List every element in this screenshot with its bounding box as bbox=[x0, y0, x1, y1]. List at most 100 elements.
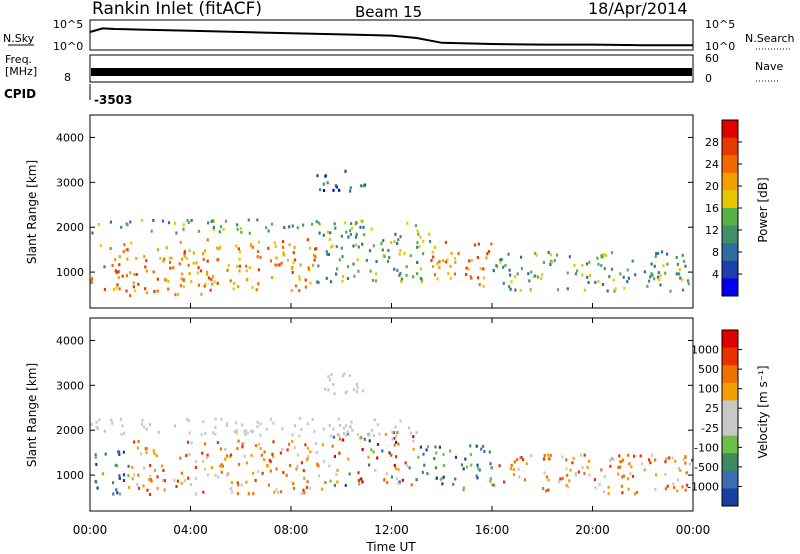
scatter-cell bbox=[465, 465, 469, 469]
scatter-cell bbox=[365, 258, 368, 262]
scatter-cell bbox=[512, 468, 515, 472]
scatter-cell bbox=[179, 284, 182, 288]
scatter-cell bbox=[201, 460, 205, 463]
scatter-cell bbox=[321, 443, 324, 447]
scatter-cell bbox=[316, 280, 319, 284]
scatter-cell bbox=[206, 270, 209, 274]
scatter-cell bbox=[214, 425, 217, 429]
colorbar-swatch bbox=[722, 400, 738, 419]
scatter-cell bbox=[292, 482, 295, 486]
scatter-cell bbox=[326, 181, 329, 185]
scatter-cell bbox=[181, 257, 184, 261]
scatter-cell bbox=[433, 246, 437, 249]
scatter-cell bbox=[619, 272, 622, 276]
scatter-cell bbox=[206, 272, 209, 276]
scatter-cell bbox=[265, 226, 268, 230]
colorbar-swatch bbox=[722, 435, 738, 454]
scatter-cell bbox=[122, 473, 126, 477]
scatter-cell bbox=[360, 219, 363, 223]
nave-tick-60: 60 bbox=[705, 52, 719, 65]
scatter-cell bbox=[292, 251, 295, 255]
scatter-cell bbox=[416, 245, 419, 249]
scatter-cell bbox=[274, 263, 277, 267]
scatter-cell bbox=[422, 239, 425, 243]
scatter-cell bbox=[285, 473, 288, 477]
scatter-cell bbox=[112, 492, 115, 496]
scatter-cell bbox=[219, 245, 222, 249]
scatter-cell bbox=[510, 463, 513, 467]
scatter-cell bbox=[235, 244, 238, 248]
scatter-cell bbox=[600, 468, 603, 472]
scatter-cell bbox=[688, 462, 691, 466]
scatter-cell bbox=[190, 441, 193, 445]
scatter-cell bbox=[522, 458, 525, 462]
scatter-cell bbox=[577, 470, 580, 474]
scatter-cell bbox=[423, 463, 426, 467]
colorbar-tick-label: 500 bbox=[698, 363, 719, 376]
scatter-cell bbox=[453, 272, 456, 276]
scatter-cell bbox=[220, 463, 223, 467]
scatter-cell bbox=[396, 431, 399, 435]
scatter-cell bbox=[581, 466, 584, 470]
scatter-cell bbox=[127, 474, 130, 478]
velocity-y-ticks: 1000 2000 3000 4000 bbox=[56, 334, 693, 482]
scatter-cell bbox=[163, 488, 166, 492]
scatter-cell bbox=[257, 469, 260, 473]
scatter-cell bbox=[97, 223, 100, 226]
scatter-cell bbox=[342, 432, 345, 435]
colorbar-swatch bbox=[722, 278, 738, 297]
noise-left-label: N.Sky bbox=[3, 32, 35, 45]
scatter-cell bbox=[245, 264, 248, 268]
scatter-cell bbox=[203, 249, 207, 253]
scatter-cell bbox=[485, 256, 488, 260]
scatter-cell bbox=[675, 272, 678, 276]
scatter-cell bbox=[252, 492, 255, 496]
scatter-cell bbox=[204, 431, 207, 435]
scatter-cell bbox=[349, 425, 352, 429]
scatter-cell bbox=[217, 258, 220, 261]
scatter-cell bbox=[598, 482, 601, 486]
scatter-cell bbox=[675, 255, 678, 259]
colorbar-tick-label: 25 bbox=[705, 402, 719, 415]
scatter-cell bbox=[273, 241, 276, 245]
scatter-cell bbox=[399, 419, 402, 423]
scatter-cell bbox=[325, 276, 328, 280]
scatter-cell bbox=[549, 253, 552, 257]
scatter-cell bbox=[367, 455, 370, 459]
scatter-cell bbox=[561, 455, 564, 459]
scatter-cell bbox=[633, 454, 636, 458]
scatter-cell bbox=[216, 441, 219, 445]
scatter-cell bbox=[545, 489, 548, 493]
scatter-cell bbox=[288, 243, 291, 247]
scatter-cell bbox=[293, 246, 296, 249]
scatter-cell bbox=[383, 478, 386, 481]
scatter-cell bbox=[345, 433, 348, 437]
scatter-cell bbox=[137, 473, 140, 477]
scatter-cell bbox=[382, 253, 385, 257]
scatter-cell bbox=[309, 450, 312, 454]
scatter-cell bbox=[363, 233, 366, 237]
scatter-cell bbox=[201, 451, 204, 455]
scatter-cell bbox=[227, 264, 230, 268]
y-tick-label: 3000 bbox=[56, 379, 84, 392]
scatter-cell bbox=[137, 282, 140, 286]
scatter-cell bbox=[256, 255, 259, 259]
scatter-cell bbox=[282, 253, 285, 257]
scatter-cell bbox=[292, 486, 296, 490]
scatter-cell bbox=[467, 267, 470, 271]
scatter-cell bbox=[408, 466, 411, 470]
scatter-cell bbox=[182, 227, 185, 231]
scatter-cell bbox=[547, 251, 550, 255]
scatter-cell bbox=[409, 254, 412, 258]
scatter-cell bbox=[299, 416, 302, 420]
scatter-cell bbox=[180, 277, 183, 281]
scatter-cell bbox=[135, 256, 138, 260]
scatter-cell bbox=[257, 268, 260, 272]
scatter-cell bbox=[305, 485, 308, 489]
scatter-cell bbox=[349, 232, 352, 236]
scatter-cell bbox=[509, 467, 512, 470]
scatter-cell bbox=[340, 234, 343, 238]
scatter-cell bbox=[679, 469, 682, 473]
scatter-cell bbox=[519, 288, 522, 292]
